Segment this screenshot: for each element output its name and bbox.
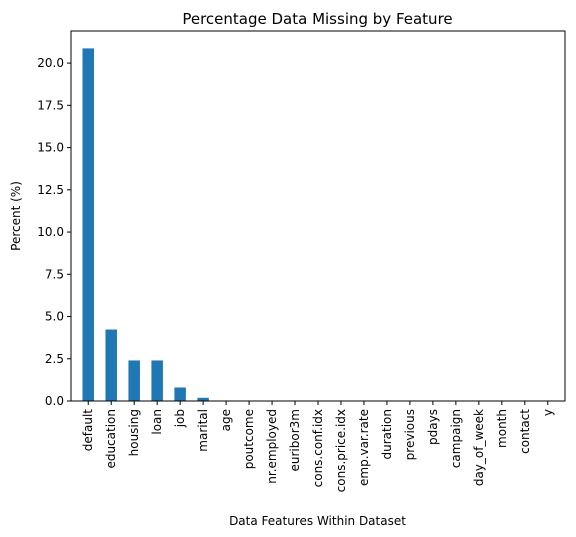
bar-housing bbox=[128, 360, 140, 401]
y-tick-label: 0.0 bbox=[45, 394, 64, 408]
x-tick-label: month bbox=[495, 409, 509, 448]
x-tick-label: housing bbox=[127, 409, 141, 456]
x-tick-label: default bbox=[81, 409, 95, 452]
x-tick-label: duration bbox=[380, 409, 394, 460]
bar-marital bbox=[197, 397, 209, 401]
x-tick-label: day_of_week bbox=[472, 409, 486, 486]
bar-job bbox=[174, 387, 186, 401]
x-tick-label: loan bbox=[150, 409, 164, 435]
x-axis: default education housing loan job marital age… bbox=[81, 401, 555, 492]
bars-group bbox=[82, 48, 209, 402]
x-axis-label: Data Features Within Dataset bbox=[229, 514, 406, 528]
x-tick-label: emp.var.rate bbox=[357, 409, 371, 486]
x-tick-label: job bbox=[173, 409, 187, 428]
y-tick-label: 10.0 bbox=[37, 225, 64, 239]
y-tick-label: 12.5 bbox=[37, 183, 64, 197]
y-tick-label: 20.0 bbox=[37, 56, 64, 70]
bar-loan bbox=[151, 360, 163, 401]
chart-title: Percentage Data Missing by Feature bbox=[182, 10, 452, 28]
x-tick-label: nr.employed bbox=[265, 409, 279, 484]
plot-frame bbox=[70, 30, 566, 402]
x-tick-label: age bbox=[219, 409, 233, 431]
x-tick-label: education bbox=[104, 409, 118, 469]
y-tick-label: 2.5 bbox=[45, 352, 64, 366]
x-tick-label: campaign bbox=[449, 409, 463, 468]
y-tick-label: 15.0 bbox=[37, 141, 64, 155]
bar-default bbox=[82, 48, 94, 402]
y-tick-label: 5.0 bbox=[45, 310, 64, 324]
bar-education bbox=[105, 329, 117, 401]
y-tick-label: 17.5 bbox=[37, 98, 64, 112]
x-tick-label: poutcome bbox=[242, 409, 256, 469]
y-tick-label: 7.5 bbox=[45, 267, 64, 281]
y-axis-label: Percent (%) bbox=[9, 181, 23, 251]
x-tick-label: cons.price.idx bbox=[334, 409, 348, 492]
x-tick-label: y bbox=[541, 409, 555, 416]
x-tick-label: contact bbox=[518, 409, 532, 454]
x-tick-label: cons.conf.idx bbox=[311, 409, 325, 487]
x-tick-label: marital bbox=[196, 409, 210, 452]
x-tick-label: previous bbox=[403, 409, 417, 460]
x-tick-label: euribor3m bbox=[288, 409, 302, 471]
x-tick-label: pdays bbox=[426, 409, 440, 445]
y-axis: 0.0 2.5 5.0 7.5 10.0 12.5 15.0 17.5 20.0 bbox=[37, 56, 71, 408]
